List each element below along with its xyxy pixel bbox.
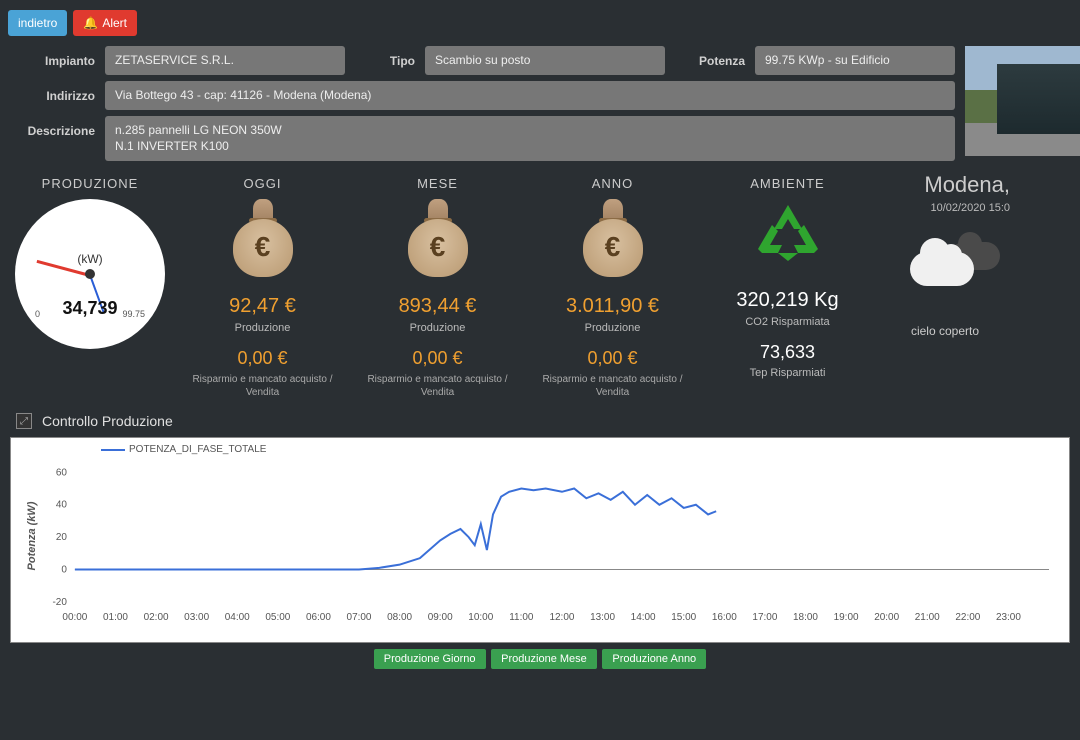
chart-buttons: Produzione Giorno Produzione Mese Produz… xyxy=(0,643,1080,669)
ambiente-title: AMBIENTE xyxy=(705,176,870,191)
potenza-label: Potenza xyxy=(675,46,745,68)
produzione-title: PRODUZIONE xyxy=(10,176,170,191)
chart-panel: POTENZA_DI_FASE_TOTALE -20 0 20 40 60 00:00 01… xyxy=(10,437,1070,643)
legend-label: POTENZA_DI_FASE_TOTALE xyxy=(129,444,266,455)
svg-text:0: 0 xyxy=(61,565,67,576)
svg-text:14:00: 14:00 xyxy=(631,612,656,623)
produzione-giorno-button[interactable]: Produzione Giorno xyxy=(374,649,486,669)
building-photo xyxy=(965,46,1080,156)
mese-col: MESE € 893,44 € Produzione 0,00 € Rispar… xyxy=(355,176,520,399)
svg-text:05:00: 05:00 xyxy=(265,612,290,623)
ambiente-sec-sub: Tep Risparmiati xyxy=(705,367,870,379)
svg-text:19:00: 19:00 xyxy=(834,612,859,623)
mese-sec: 0,00 € xyxy=(355,348,520,369)
expand-icon[interactable]: ⤢ xyxy=(16,413,32,429)
svg-text:20: 20 xyxy=(56,532,68,543)
produzione-mese-button[interactable]: Produzione Mese xyxy=(491,649,597,669)
gauge-max: 99.75 xyxy=(122,309,145,319)
weather-desc: cielo coperto xyxy=(880,324,1010,338)
tipo-label: Tipo xyxy=(355,46,415,68)
svg-text:00:00: 00:00 xyxy=(62,612,87,623)
mese-title: MESE xyxy=(355,176,520,191)
weather-city: Modena, xyxy=(880,172,1010,198)
plant-info: Impianto ZETASERVICE S.R.L. Tipo Scambio… xyxy=(0,46,1080,171)
chart-panel-header: ⤢ Controllo Produzione xyxy=(0,399,1080,437)
money-bag-icon: € xyxy=(227,199,299,277)
svg-text:17:00: 17:00 xyxy=(752,612,777,623)
tipo-value: Scambio su posto xyxy=(425,46,665,75)
alert-button[interactable]: 🔔 Alert xyxy=(73,10,137,36)
impianto-label: Impianto xyxy=(10,46,95,68)
oggi-sec-sub: Risparmio e mancato acquisto / Vendita xyxy=(180,373,345,399)
svg-text:08:00: 08:00 xyxy=(387,612,412,623)
produzione-col: PRODUZIONE (kW) 34,739 0 99.75 xyxy=(10,176,170,399)
svg-text:01:00: 01:00 xyxy=(103,612,128,623)
recycle-icon xyxy=(748,201,828,271)
gauge-value: 34,739 xyxy=(62,298,117,319)
weather-cloudy-icon xyxy=(910,234,1000,294)
power-line-chart: -20 0 20 40 60 00:00 01:00 02:00 03:00 04:00 05:00… xyxy=(21,446,1059,626)
money-bag-icon: € xyxy=(402,199,474,277)
oggi-col: OGGI € 92,47 € Produzione 0,00 € Risparm… xyxy=(180,176,345,399)
weather-datetime: 10/02/2020 15:0 xyxy=(880,202,1010,214)
svg-text:04:00: 04:00 xyxy=(225,612,250,623)
oggi-main-sub: Produzione xyxy=(180,322,345,334)
anno-sec-sub: Risparmio e mancato acquisto / Vendita xyxy=(530,373,695,399)
back-button[interactable]: indietro xyxy=(8,10,67,36)
alert-label: Alert xyxy=(102,16,127,30)
anno-main-sub: Produzione xyxy=(530,322,695,334)
svg-text:18:00: 18:00 xyxy=(793,612,818,623)
ambiente-sec: 73,633 xyxy=(705,342,870,363)
indirizzo-value: Via Bottego 43 - cap: 41126 - Modena (Mo… xyxy=(105,81,955,110)
svg-text:Potenza (kW): Potenza (kW) xyxy=(26,501,38,570)
svg-text:03:00: 03:00 xyxy=(184,612,209,623)
svg-text:22:00: 22:00 xyxy=(955,612,980,623)
svg-text:06:00: 06:00 xyxy=(306,612,331,623)
svg-text:02:00: 02:00 xyxy=(144,612,169,623)
mese-sec-sub: Risparmio e mancato acquisto / Vendita xyxy=(355,373,520,399)
descrizione-value: n.285 pannelli LG NEON 350W N.1 INVERTER… xyxy=(105,116,955,162)
anno-sec: 0,00 € xyxy=(530,348,695,369)
svg-text:15:00: 15:00 xyxy=(671,612,696,623)
chart-panel-title: Controllo Produzione xyxy=(42,413,173,429)
gauge: (kW) 34,739 0 99.75 xyxy=(15,199,165,349)
svg-text:09:00: 09:00 xyxy=(428,612,453,623)
topbar: indietro 🔔 Alert xyxy=(0,0,1080,46)
anno-title: ANNO xyxy=(530,176,695,191)
svg-text:11:00: 11:00 xyxy=(509,612,534,623)
ambiente-main: 320,219 Kg xyxy=(705,289,870,312)
descrizione-label: Descrizione xyxy=(10,116,95,138)
svg-text:07:00: 07:00 xyxy=(347,612,372,623)
money-bag-icon: € xyxy=(577,199,649,277)
mese-main-sub: Produzione xyxy=(355,322,520,334)
metrics-row: PRODUZIONE (kW) 34,739 0 99.75 OGGI € 92… xyxy=(0,171,1080,399)
ambiente-col: AMBIENTE 320,219 Kg CO2 Risparmiata 73,6… xyxy=(705,176,870,399)
produzione-anno-button[interactable]: Produzione Anno xyxy=(602,649,706,669)
mese-main: 893,44 € xyxy=(355,295,520,318)
svg-text:16:00: 16:00 xyxy=(712,612,737,623)
weather-col: Modena, 10/02/2020 15:0 cielo coperto xyxy=(880,176,1010,399)
oggi-sec: 0,00 € xyxy=(180,348,345,369)
svg-text:60: 60 xyxy=(56,468,68,479)
svg-text:10:00: 10:00 xyxy=(468,612,493,623)
svg-text:21:00: 21:00 xyxy=(915,612,940,623)
chart-legend: POTENZA_DI_FASE_TOTALE xyxy=(101,444,266,455)
anno-col: ANNO € 3.011,90 € Produzione 0,00 € Risp… xyxy=(530,176,695,399)
svg-text:12:00: 12:00 xyxy=(549,612,574,623)
svg-text:40: 40 xyxy=(56,500,68,511)
indirizzo-label: Indirizzo xyxy=(10,81,95,103)
svg-text:-20: -20 xyxy=(52,597,67,608)
bell-icon: 🔔 xyxy=(83,16,98,30)
svg-text:13:00: 13:00 xyxy=(590,612,615,623)
svg-text:20:00: 20:00 xyxy=(874,612,899,623)
gauge-min: 0 xyxy=(35,309,40,319)
gauge-unit: (kW) xyxy=(77,252,102,266)
oggi-main: 92,47 € xyxy=(180,295,345,318)
ambiente-main-sub: CO2 Risparmiata xyxy=(705,316,870,328)
oggi-title: OGGI xyxy=(180,176,345,191)
impianto-value: ZETASERVICE S.R.L. xyxy=(105,46,345,75)
svg-text:23:00: 23:00 xyxy=(996,612,1021,623)
anno-main: 3.011,90 € xyxy=(530,295,695,318)
potenza-value: 99.75 KWp - su Edificio xyxy=(755,46,955,75)
